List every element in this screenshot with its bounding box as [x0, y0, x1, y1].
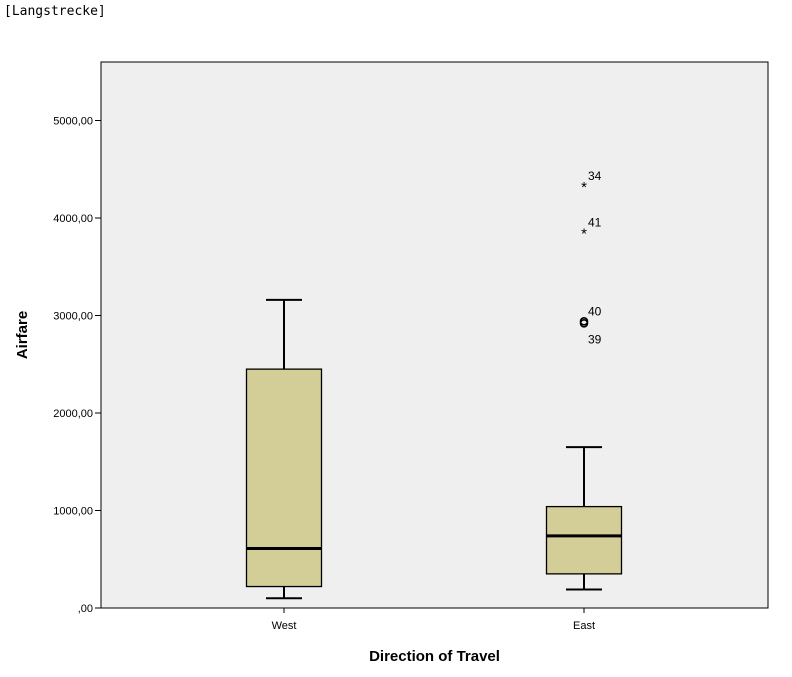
extreme-outlier-star: * [581, 226, 587, 243]
y-tick-label: 1000,00 [53, 506, 93, 518]
outlier-circle [579, 318, 589, 328]
box-east [545, 505, 623, 575]
outlier-label: 39 [588, 332, 602, 346]
outlier-label: 41 [588, 216, 602, 230]
y-axis-title: Airfare [14, 311, 31, 359]
box-west [245, 368, 323, 588]
outlier-label: 34 [588, 169, 602, 183]
y-tick-label: 3000,00 [53, 311, 93, 323]
y-tick-label: 2000,00 [53, 408, 93, 420]
y-tick-label: 4000,00 [53, 213, 93, 225]
extreme-outlier-star: * [581, 179, 587, 196]
plot-area [100, 61, 769, 609]
outlier-label: 40 [588, 304, 602, 318]
y-tick-label: ,00 [78, 603, 93, 615]
x-axis-title: Direction of Travel [369, 648, 500, 665]
x-tick-label: East [573, 620, 595, 632]
dataset-label: [Langstrecke] [4, 4, 106, 19]
x-tick-label: West [272, 620, 297, 632]
y-tick-label: 5000,00 [53, 116, 93, 128]
